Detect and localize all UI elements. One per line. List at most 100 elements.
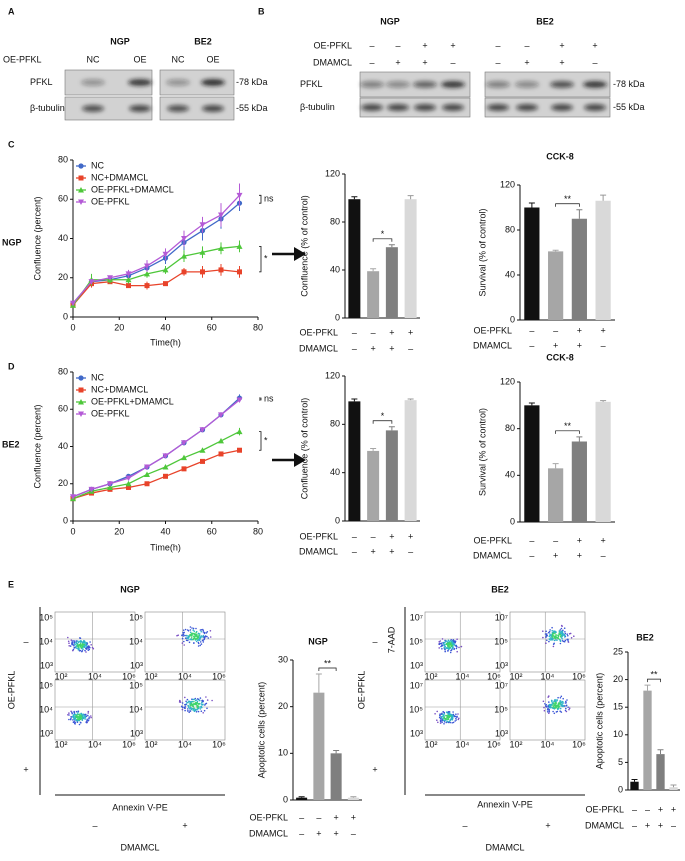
condition-sign: +: [333, 812, 338, 822]
flow-event: [192, 638, 195, 640]
flow-event: [447, 717, 449, 720]
significance-bracket: [555, 430, 580, 434]
condition-label: OE-PFKL: [299, 531, 338, 541]
flow-event: [549, 704, 552, 707]
condition-label: OE-PFKL: [473, 325, 512, 335]
blot-band: [81, 79, 105, 86]
flow-event: [561, 638, 564, 640]
flow-event: [438, 641, 441, 643]
flow-event: [184, 706, 187, 708]
legend-label: OE-PFKL+DMAMCL: [91, 396, 174, 406]
flow-y-tick-label: 10⁵: [129, 612, 143, 622]
flow-event: [69, 645, 72, 647]
condition-sign: +: [600, 535, 605, 545]
flow-event: [450, 649, 452, 652]
flow-event: [448, 640, 451, 643]
flow-event: [79, 640, 81, 643]
series-line: [72, 245, 240, 306]
flow-event: [73, 646, 76, 649]
flow-event: [545, 635, 548, 637]
flow-event: [200, 635, 203, 637]
flow-event: [84, 715, 86, 718]
flow-event: [548, 640, 550, 643]
flow-event: [82, 716, 85, 719]
flow-event: [188, 706, 190, 709]
condition-label: OE-PFKL: [313, 40, 352, 50]
flow-event: [185, 639, 188, 642]
flow-event: [69, 718, 72, 721]
flow-event: [440, 717, 442, 720]
error-bar: [388, 426, 395, 431]
flow-event: [206, 635, 208, 638]
flow-event: [92, 647, 95, 650]
lane-label: +: [422, 40, 427, 50]
flow-event: [446, 720, 448, 723]
error-bar: [351, 398, 358, 402]
blot-band: [441, 81, 465, 88]
flow-event: [434, 713, 436, 715]
flow-event: [201, 706, 203, 709]
flow-event: [189, 701, 191, 704]
flow-y-tick-label: 10⁴: [39, 704, 53, 714]
condition-sign: –: [553, 535, 558, 545]
significance-label: *: [381, 411, 385, 421]
y-tick-label: 60: [58, 194, 68, 204]
flow-event: [202, 641, 205, 643]
flow-event: [193, 700, 195, 703]
flow-event: [561, 705, 564, 708]
flow-event: [559, 631, 561, 633]
condition-sign: +: [658, 804, 663, 814]
flow-event: [191, 700, 194, 703]
point: [181, 236, 187, 242]
x-axis-label: Time(h): [150, 542, 181, 552]
flow-event: [443, 644, 446, 646]
flow-event: [554, 698, 556, 701]
legend-marker: [78, 399, 84, 405]
flow-event: [550, 635, 552, 637]
flow-y-tick-label: 10⁵: [39, 680, 53, 690]
arrow: [272, 247, 306, 261]
y-tick-label: 20: [613, 674, 623, 684]
flow-event: [181, 642, 184, 644]
chart-title: NGP: [308, 636, 328, 646]
flow-event: [198, 634, 200, 636]
flow-row-sign: –: [372, 636, 377, 646]
point: [144, 481, 150, 487]
y-tick-label: 120: [325, 168, 340, 178]
bar: [348, 199, 361, 318]
flow-event: [176, 634, 178, 637]
flow-event: [84, 716, 87, 719]
legend-label: NC+DMAMCL: [91, 384, 148, 394]
significance-bracket: [372, 238, 393, 242]
cell-line-label: NGP: [110, 36, 130, 46]
flow-event: [565, 710, 568, 713]
flow-event: [179, 699, 181, 702]
flow-event: [559, 639, 561, 641]
blot-band: [516, 104, 538, 111]
flow-event: [456, 716, 458, 718]
flow-event: [197, 710, 200, 713]
point: [200, 269, 205, 275]
significance-label: *: [381, 229, 385, 239]
flow-event: [91, 646, 94, 649]
flow-event: [560, 701, 562, 704]
flow-event: [447, 642, 450, 645]
condition-sign: +: [577, 325, 582, 335]
flow-event: [565, 702, 567, 704]
blot-band: [583, 81, 607, 88]
y-tick-label: 120: [500, 179, 515, 189]
flow-event: [449, 714, 451, 716]
lane-label: –: [450, 57, 455, 67]
point: [144, 270, 150, 277]
flow-event: [78, 723, 81, 726]
legend-marker: [78, 175, 84, 181]
flow-event: [82, 713, 85, 716]
flow-y-tick-label: 10³: [410, 728, 423, 738]
flow-x-tick-label: 10⁶: [212, 671, 226, 681]
flow-event: [450, 645, 453, 648]
error-bar: [657, 749, 664, 755]
flow-event: [451, 717, 453, 719]
blot-band: [129, 105, 151, 112]
flow-x-tick-label: 10⁶: [487, 739, 501, 749]
